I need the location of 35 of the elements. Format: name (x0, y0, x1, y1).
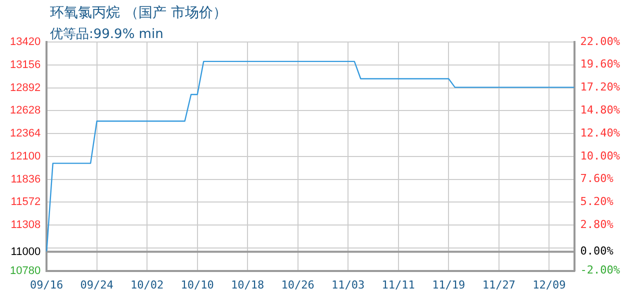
y2-tick-label: 14.80% (580, 104, 620, 116)
chart-subtitle: 优等品:99.9% min (50, 26, 164, 43)
y2-tick-label: 17.20% (580, 80, 620, 94)
y2-tick-label: -2.00% (580, 264, 620, 277)
x-tick-label: 10/26 (281, 278, 314, 292)
y-tick-label: 10780 (10, 264, 41, 277)
y-tick-label: 12892 (10, 82, 41, 94)
x-tick-label: 10/02 (130, 278, 164, 292)
x-tick-label: 11/19 (432, 278, 466, 292)
y2-tick-label: 2.80% (580, 218, 614, 231)
x-tick-label: 11/11 (382, 278, 415, 292)
chart-title: 环氧氯丙烷 （国产 市场价） (50, 4, 227, 22)
y-tick-label: 12364 (10, 128, 41, 140)
x-tick-label: 11/27 (482, 278, 516, 292)
y-tick-label: 12100 (10, 150, 41, 162)
x-tick-label: 09/24 (80, 278, 114, 292)
y-tick-label: 11836 (10, 173, 41, 186)
y2-tick-label: 22.00% (580, 34, 620, 48)
x-tick-label: 09/16 (30, 278, 64, 292)
y2-tick-label: 0.00% (580, 244, 614, 258)
y2-tick-label: 5.20% (580, 195, 614, 208)
x-tick-label: 10/10 (180, 278, 214, 292)
x-tick-label: 11/03 (332, 278, 365, 292)
y-tick-label: 13156 (10, 58, 41, 71)
y2-tick-label: 19.60% (580, 58, 620, 71)
y-tick-label: 11000 (10, 246, 41, 258)
x-tick-label: 12/09 (532, 278, 566, 292)
y2-tick-label: 12.40% (580, 126, 620, 140)
y-tick-label: 11308 (10, 219, 41, 232)
x-tick-label: 10/18 (231, 278, 264, 292)
y-tick-label: 12628 (10, 104, 41, 117)
y-tick-label: 11572 (10, 196, 41, 208)
y-tick-label: 13420 (10, 36, 41, 48)
y2-tick-label: 7.60% (580, 172, 614, 186)
y2-tick-label: 10.00% (580, 149, 620, 162)
